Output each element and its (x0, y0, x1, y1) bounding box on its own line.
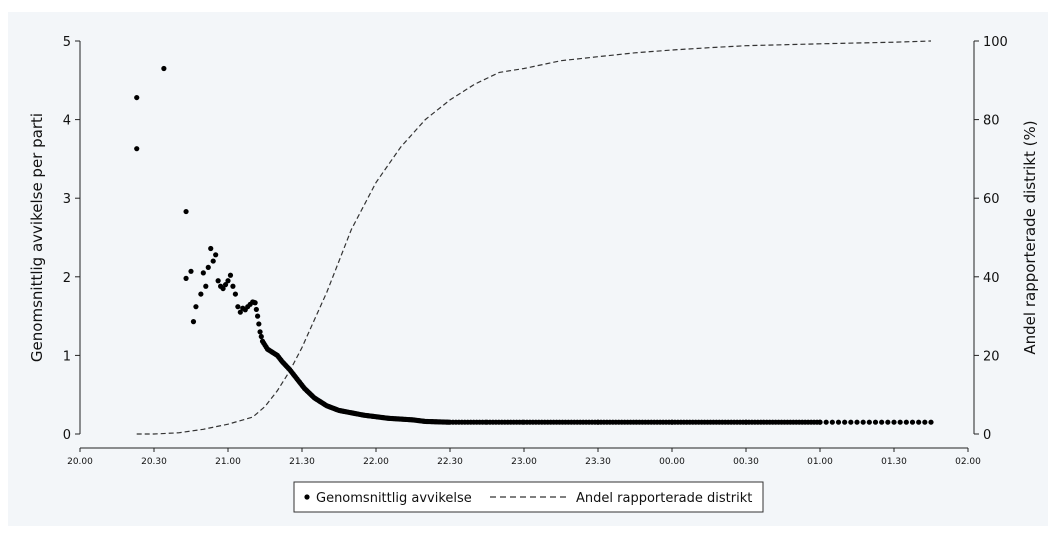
data-point (898, 420, 903, 425)
x-tick-label: 01.00 (807, 457, 833, 467)
y-left-tick-label: 0 (63, 428, 71, 443)
data-point (216, 278, 221, 283)
data-point (198, 291, 203, 296)
data-point (203, 284, 208, 289)
data-point (873, 420, 878, 425)
data-point (183, 209, 188, 214)
data-point (211, 258, 216, 263)
axes: 20.00 20.30 21.00 21.30 22.00 22.30 23.00 23.30… (28, 35, 1039, 467)
data-point (134, 95, 139, 100)
data-point (193, 304, 198, 309)
x-tick-label: 23.00 (511, 457, 537, 467)
data-point (879, 420, 884, 425)
data-point (257, 329, 262, 334)
y-left-tick-label: 1 (63, 349, 71, 364)
data-point (861, 420, 866, 425)
data-point (904, 420, 909, 425)
data-point (848, 420, 853, 425)
dashed-series-group (137, 41, 931, 434)
data-point (235, 304, 240, 309)
data-point (885, 420, 890, 425)
data-point (213, 252, 218, 257)
data-point (208, 246, 213, 251)
x-tick-label: 22.30 (437, 457, 463, 467)
data-point (255, 314, 260, 319)
x-tick-label: 21.30 (289, 457, 315, 467)
data-point (251, 300, 256, 305)
data-point (183, 276, 188, 281)
y-left-tick-label: 4 (63, 114, 71, 129)
chart-frame: 20.00 20.30 21.00 21.30 22.00 22.30 23.00 23.30… (8, 12, 1048, 526)
data-point (233, 291, 238, 296)
x-tick-label: 01.30 (881, 457, 907, 467)
data-point (259, 334, 264, 339)
legend-dot-marker (304, 494, 309, 499)
data-point (817, 420, 822, 425)
data-point (910, 420, 915, 425)
x-tick-label: 00.30 (733, 457, 759, 467)
data-point (254, 307, 259, 312)
x-tick-label: 23.30 (585, 457, 611, 467)
data-point (836, 420, 841, 425)
data-point (830, 420, 835, 425)
data-point (867, 420, 872, 425)
y-left-axis-label: Genomsnittlig avvikelse per parti (28, 113, 46, 362)
x-tick-label: 21.00 (215, 457, 241, 467)
y-right-tick-label: 40 (983, 271, 1000, 286)
legend-label-dots: Genomsnittlig avvikelse (316, 491, 472, 506)
dashed-series-line (137, 41, 931, 434)
data-point (206, 265, 211, 270)
x-tick-label: 20.30 (141, 457, 167, 467)
data-point (161, 66, 166, 71)
data-point (891, 420, 896, 425)
dot-series-group (134, 66, 933, 425)
x-tick-label: 22.00 (363, 457, 389, 467)
x-tick-label: 20.00 (67, 457, 93, 467)
data-point (201, 270, 206, 275)
data-point (225, 278, 230, 283)
data-point (916, 420, 921, 425)
y-left-tick-label: 3 (63, 192, 71, 207)
data-point (483, 420, 488, 425)
chart-svg: 20.00 20.30 21.00 21.30 22.00 22.30 23.00 23.30… (8, 12, 1048, 526)
data-point (191, 319, 196, 324)
y-left-tick-label: 5 (63, 35, 71, 50)
data-point (256, 321, 261, 326)
data-point (854, 420, 859, 425)
data-point (188, 269, 193, 274)
y-right-axis-label: Andel rapporterade distrikt (%) (1021, 120, 1039, 354)
data-point (134, 146, 139, 151)
legend-label-dashed: Andel rapporterade distrikt (576, 491, 752, 506)
y-left-tick-label: 2 (63, 271, 71, 286)
data-point (842, 420, 847, 425)
y-right-tick-label: 0 (983, 428, 991, 443)
data-point (520, 420, 525, 425)
y-right-tick-label: 100 (983, 35, 1008, 50)
data-point (928, 420, 933, 425)
y-right-tick-label: 20 (983, 349, 1000, 364)
x-tick-label: 00.00 (659, 457, 685, 467)
data-point (228, 273, 233, 278)
y-right-tick-label: 60 (983, 192, 1000, 207)
y-right-tick-label: 80 (983, 114, 1000, 129)
data-point (230, 284, 235, 289)
x-tick-label: 02.00 (955, 457, 981, 467)
data-point (922, 420, 927, 425)
data-point (824, 420, 829, 425)
legend: Genomsnittlig avvikelse Andel rapporterad… (294, 482, 763, 512)
